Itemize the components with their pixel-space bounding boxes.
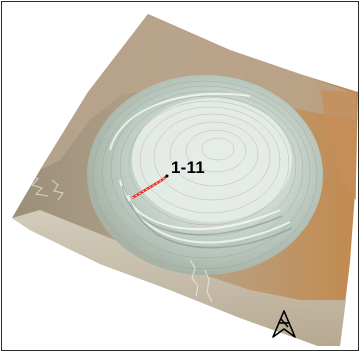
terrain-front-slope <box>12 210 346 346</box>
left-edge-texture <box>29 174 213 303</box>
terrace-shadows <box>121 185 293 249</box>
terrace-ridges <box>109 92 291 244</box>
profile-line[interactable] <box>131 174 169 200</box>
mound-inner <box>132 98 292 222</box>
terrain-right-edge <box>320 90 356 200</box>
contour-lines <box>92 80 318 270</box>
terrain-upper-slope <box>40 14 356 170</box>
profile-label: 1-11 <box>171 158 205 177</box>
north-arrow-icon <box>272 310 296 338</box>
